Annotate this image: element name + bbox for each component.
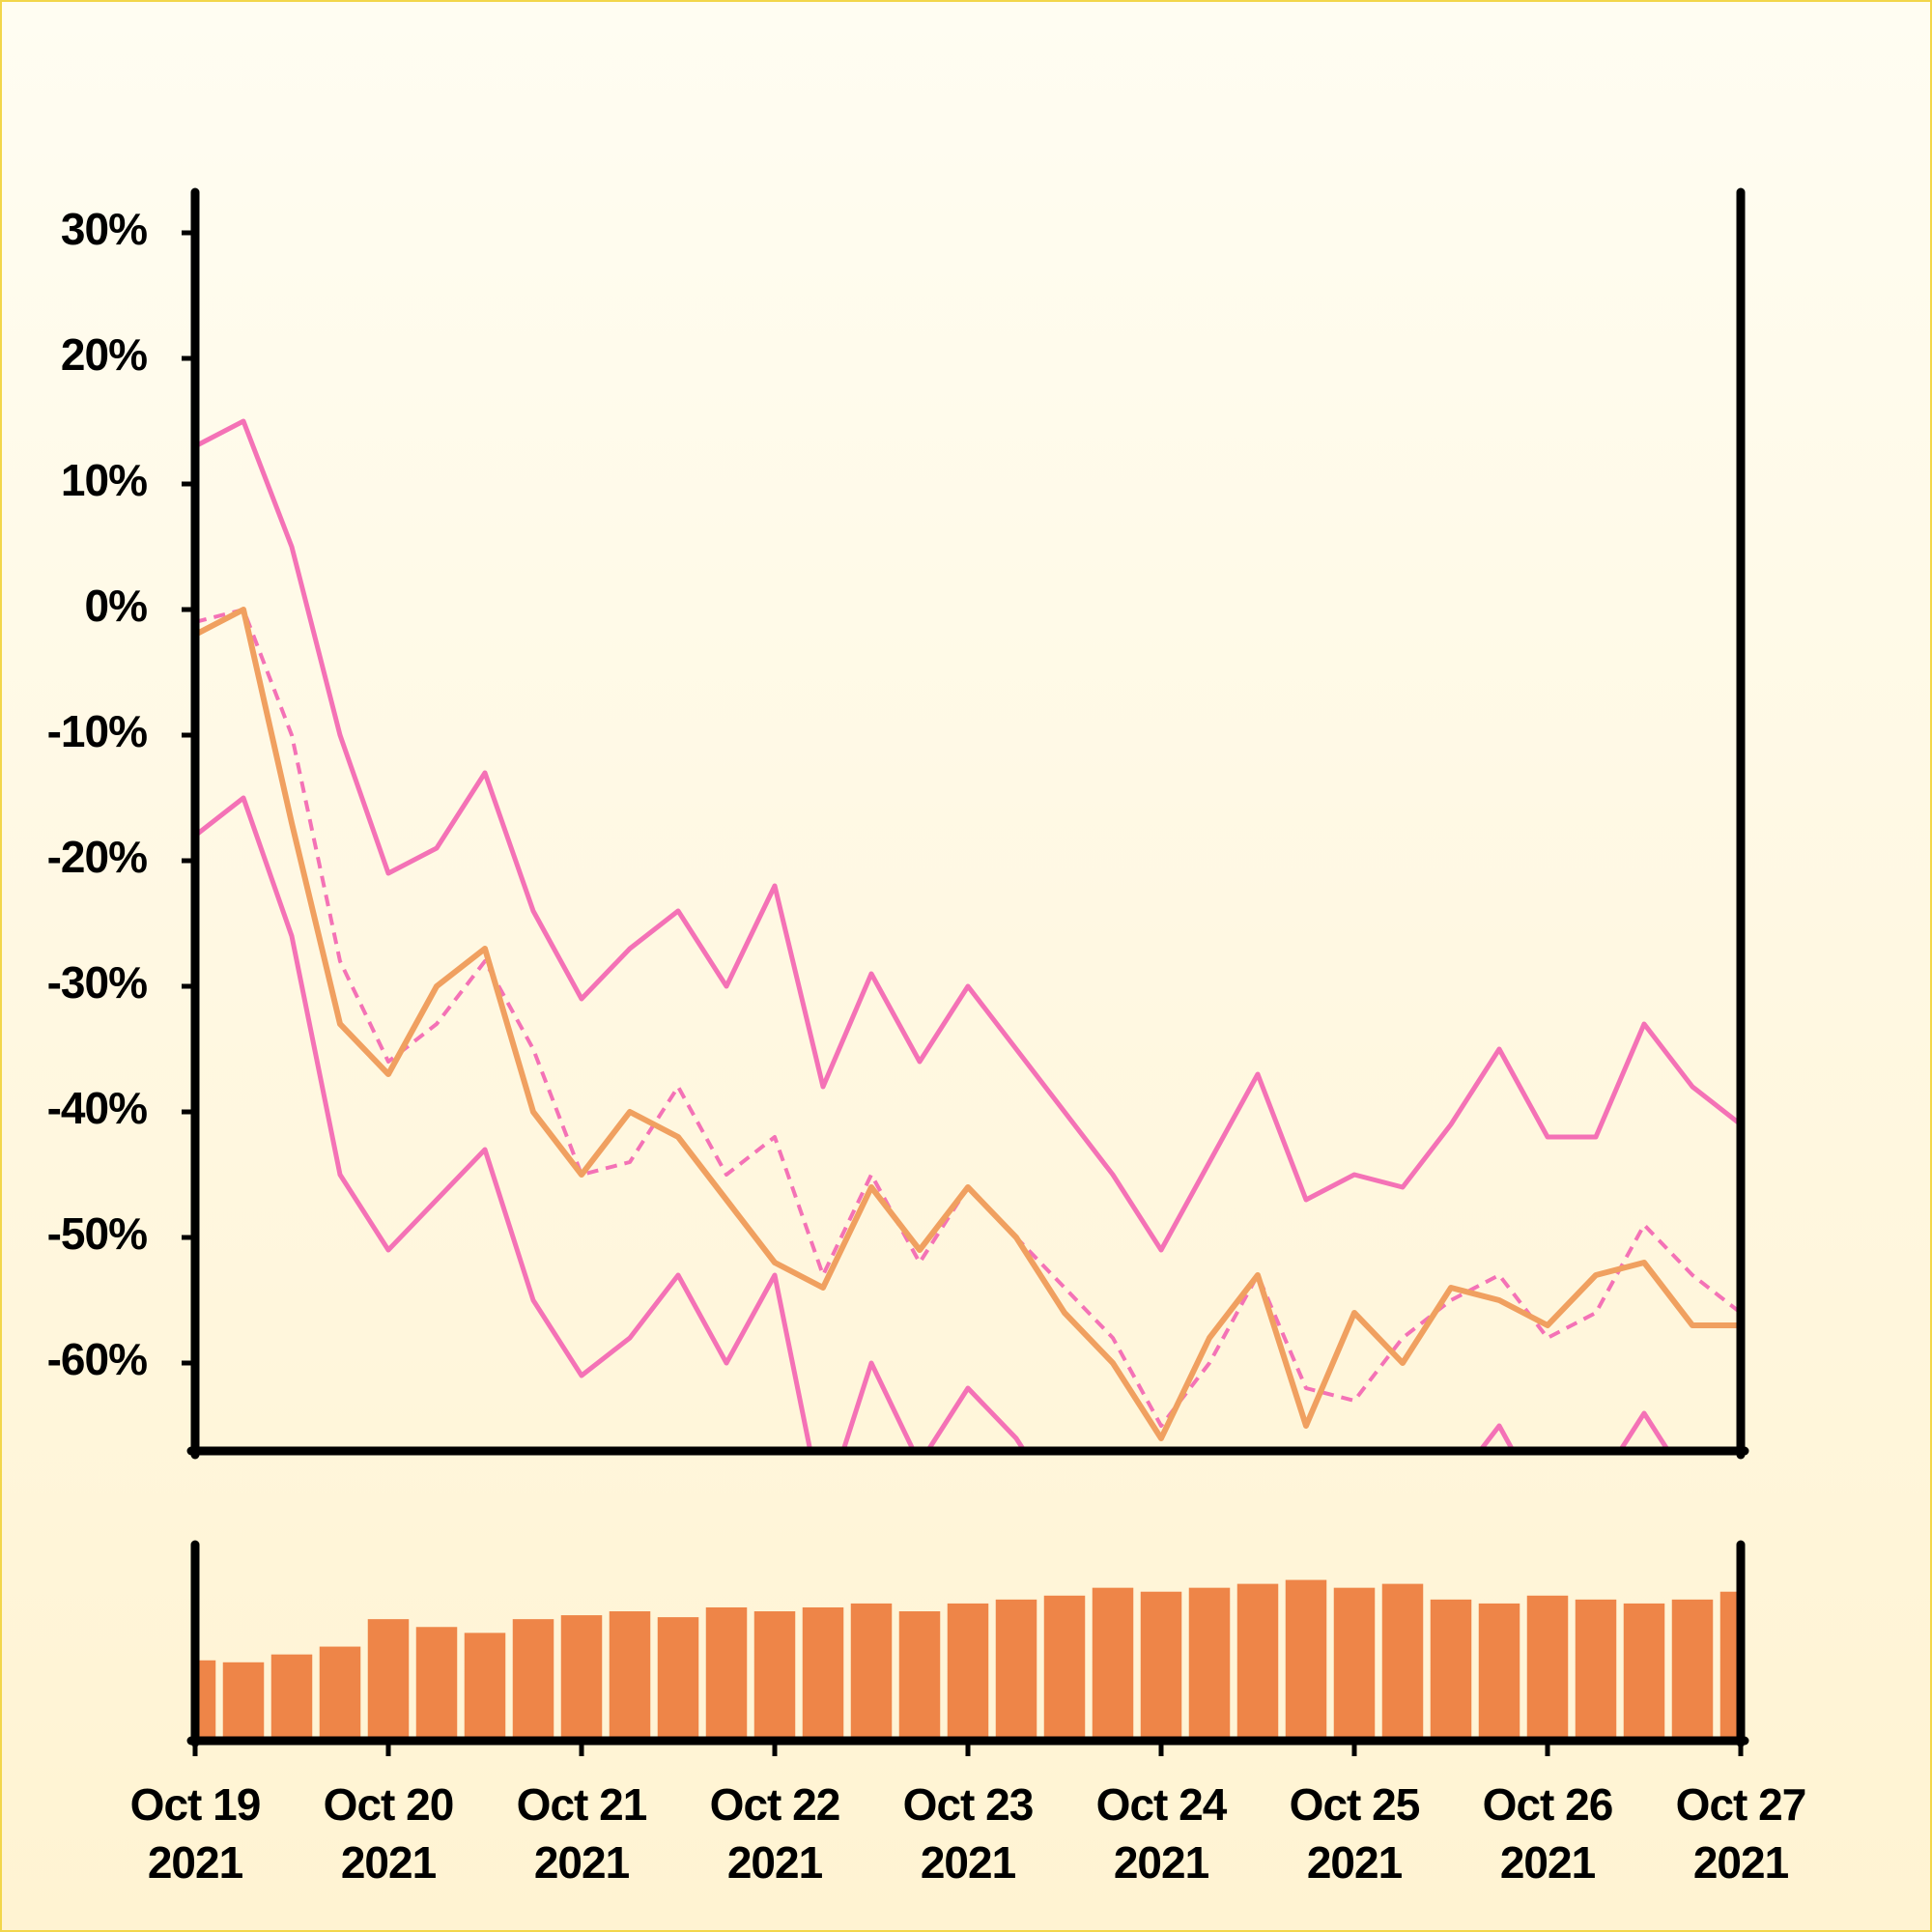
volume-bar <box>1526 1595 1569 1739</box>
x-tick-label: Oct 27 2021 <box>1675 1779 1807 1888</box>
y-tick-label: 0% <box>85 581 148 631</box>
volume-bar <box>947 1603 989 1739</box>
volume-bar <box>1623 1603 1665 1739</box>
x-tick-label: Oct 21 2021 <box>516 1779 648 1888</box>
volume-bar <box>1285 1579 1327 1739</box>
volume-bar <box>1092 1587 1134 1739</box>
y-tick-label: 10% <box>61 455 147 505</box>
volume-bar <box>1140 1591 1182 1739</box>
x-tick-label: Oct 26 2021 <box>1482 1779 1614 1888</box>
volume-bar <box>1719 1591 1741 1739</box>
series-line <box>195 607 1741 1441</box>
volume-bar <box>898 1611 941 1739</box>
x-tick-label: Oct 25 2021 <box>1289 1779 1421 1888</box>
y-tick-label: 30% <box>61 204 147 254</box>
volume-bar <box>415 1627 458 1739</box>
volume-bar <box>1671 1599 1714 1739</box>
volume-bar <box>1381 1583 1424 1739</box>
x-tick-label: Oct 19 2021 <box>129 1779 262 1888</box>
series-line <box>195 795 1671 1451</box>
volume-bar <box>1430 1599 1472 1739</box>
volume-bar <box>367 1619 410 1739</box>
volume-bar <box>1236 1583 1279 1739</box>
volume-bar <box>1478 1603 1520 1739</box>
price-plot <box>195 418 1741 1451</box>
volume-bar <box>850 1603 893 1739</box>
volume-bar <box>705 1606 748 1739</box>
volume-bar <box>270 1654 313 1739</box>
x-tick-label: Oct 20 2021 <box>323 1779 455 1888</box>
volume-bar <box>753 1611 796 1739</box>
volume-bar <box>802 1606 844 1739</box>
volume-bar <box>1188 1587 1231 1739</box>
y-tick-label: -20% <box>47 832 147 882</box>
y-tick-label: -10% <box>47 706 147 756</box>
volume-bar <box>195 1660 216 1739</box>
x-tick-label: Oct 24 2021 <box>1095 1779 1228 1888</box>
volume-bar <box>1333 1587 1376 1739</box>
volume-plot <box>195 1579 1741 1739</box>
series-line <box>195 418 1741 1253</box>
volume-bar <box>995 1599 1037 1739</box>
volume-bar <box>657 1617 699 1739</box>
y-tick-label: -60% <box>47 1334 147 1384</box>
y-tick-label: 20% <box>61 329 147 380</box>
volume-bar <box>560 1615 603 1739</box>
volume-bar <box>464 1633 506 1739</box>
y-tick-label: -50% <box>47 1208 147 1259</box>
x-tick-label: Oct 22 2021 <box>709 1779 841 1888</box>
y-tick-label: -40% <box>47 1083 147 1133</box>
volume-bar <box>319 1646 361 1739</box>
volume-bar <box>512 1619 554 1739</box>
volume-bar <box>1575 1599 1617 1739</box>
volume-bar <box>609 1611 651 1739</box>
volume-bar <box>1043 1595 1086 1739</box>
axes <box>182 187 1749 1756</box>
y-tick-label: -30% <box>47 957 147 1008</box>
volume-bar <box>222 1662 265 1739</box>
x-tick-label: Oct 23 2021 <box>902 1779 1035 1888</box>
